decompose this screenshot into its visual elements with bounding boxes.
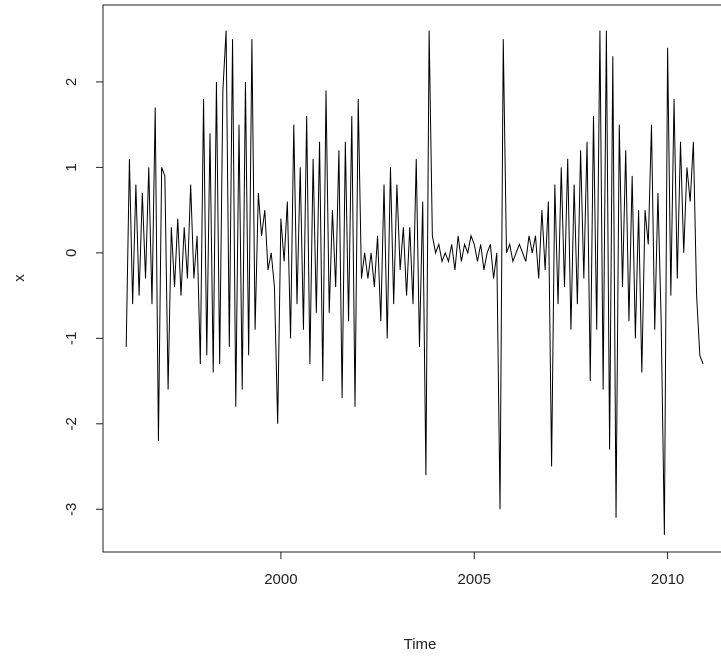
y-tick-label: -1 bbox=[63, 332, 80, 345]
x-tick-label: 2010 bbox=[651, 571, 684, 588]
x-tick-label: 2005 bbox=[458, 571, 491, 588]
y-tick-label: 2 bbox=[63, 78, 80, 86]
x-tick-label: 2000 bbox=[264, 571, 297, 588]
y-axis-label: x bbox=[11, 274, 28, 282]
y-tick-label: -2 bbox=[63, 417, 80, 430]
y-tick-label: 1 bbox=[63, 163, 80, 171]
series-line bbox=[125, 30, 704, 535]
y-tick-label: 0 bbox=[63, 249, 80, 257]
plot-frame bbox=[102, 4, 721, 553]
y-tick-label: -3 bbox=[63, 503, 80, 516]
x-axis-label: Time bbox=[404, 636, 437, 653]
